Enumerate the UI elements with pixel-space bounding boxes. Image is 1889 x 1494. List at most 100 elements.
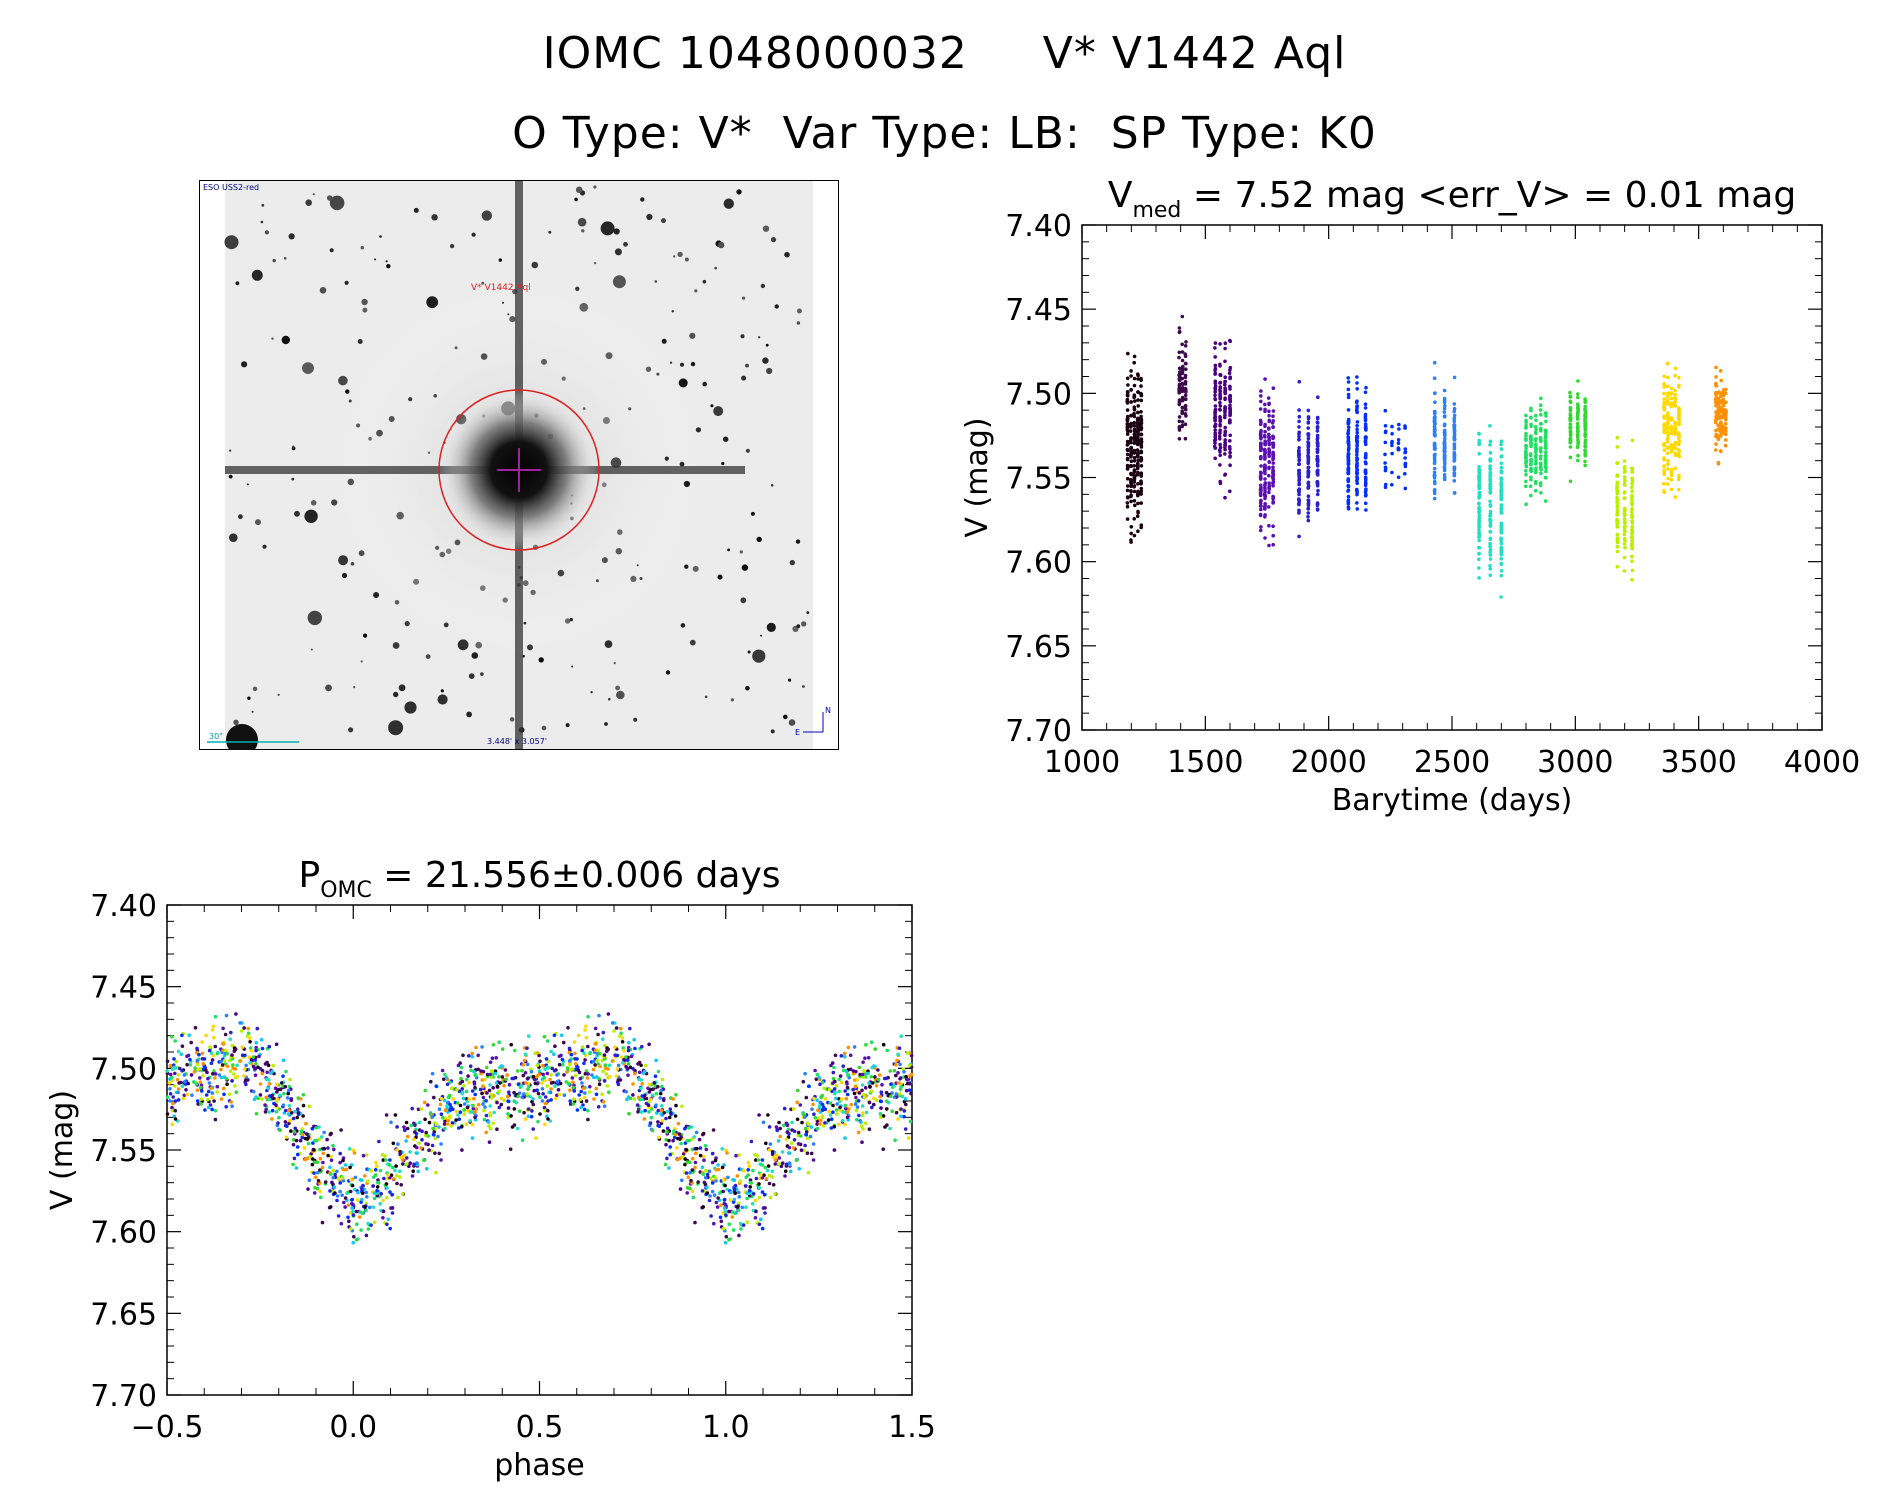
phased-point	[637, 1077, 641, 1081]
phased-point	[363, 1174, 367, 1178]
phased-point	[456, 1113, 460, 1117]
phased-point	[308, 1155, 312, 1159]
phased-point	[553, 1044, 557, 1048]
light-curve-point	[1583, 412, 1588, 417]
phased-point	[204, 1033, 208, 1038]
light-curve-point	[1306, 436, 1311, 441]
phased-point	[693, 1165, 697, 1170]
y-tick-label: 7.60	[1005, 546, 1072, 581]
phased-point	[637, 1070, 642, 1075]
light-curve-point	[1576, 404, 1580, 409]
field-star	[717, 574, 723, 580]
phased-point	[488, 1113, 493, 1118]
phased-point	[716, 1196, 720, 1200]
phased-point	[301, 1103, 306, 1108]
x-axis-label: phase	[494, 1448, 585, 1483]
light-curve-point	[1346, 376, 1350, 380]
phased-point	[331, 1143, 335, 1148]
light-curve-point	[1539, 471, 1543, 476]
light-curve-point	[1271, 435, 1275, 440]
phased-point	[846, 1045, 851, 1050]
light-curve-point	[1129, 489, 1133, 494]
phased-point	[727, 1209, 731, 1214]
field-star	[760, 634, 763, 637]
phased-point	[242, 1074, 246, 1078]
light-curve-point	[1218, 445, 1223, 450]
field-star	[671, 310, 674, 313]
light-curve-point	[1488, 451, 1493, 455]
light-curve-point	[1346, 408, 1351, 412]
light-curve-point	[1615, 506, 1620, 511]
light-curve-point	[1223, 396, 1227, 401]
light-curve-point	[1583, 407, 1587, 412]
x-tick-label: 0.5	[516, 1410, 564, 1445]
phased-point	[701, 1172, 706, 1176]
phased-point	[459, 1065, 464, 1070]
phased-point	[332, 1147, 336, 1152]
phased-point	[678, 1187, 683, 1191]
phased-point	[365, 1195, 369, 1199]
phased-point	[811, 1142, 816, 1146]
phased-point	[506, 1106, 511, 1110]
light-curve-point	[1432, 443, 1437, 447]
field-star	[425, 654, 431, 659]
phased-point	[408, 1150, 412, 1154]
light-curve-point	[1177, 437, 1182, 441]
phased-point	[567, 1046, 572, 1051]
phased-point	[688, 1186, 692, 1191]
phased-point	[904, 1088, 909, 1093]
light-curve-point	[1136, 511, 1140, 515]
light-curve-point	[1533, 488, 1538, 493]
phased-point	[410, 1174, 415, 1178]
y-tick-label: 7.50	[1005, 377, 1072, 412]
phased-point	[545, 1071, 550, 1076]
phased-point	[627, 1111, 631, 1116]
phased-point	[525, 1046, 529, 1050]
phased-point	[903, 1097, 908, 1101]
light-curve-point	[1315, 433, 1320, 438]
phased-point	[632, 1037, 636, 1042]
light-curve-point	[1297, 448, 1301, 453]
phased-point	[460, 1079, 465, 1084]
light-curve-point	[1714, 365, 1718, 370]
light-curve-point	[1184, 414, 1188, 418]
field-star	[739, 550, 743, 554]
light-curve-point	[1528, 484, 1533, 489]
phased-point	[171, 1095, 175, 1099]
light-curve-point	[1677, 439, 1682, 444]
light-curve-point	[1724, 416, 1728, 421]
light-curve-point	[1346, 498, 1351, 502]
phased-point	[264, 1095, 269, 1100]
light-curve-point	[1477, 551, 1481, 556]
phased-point	[462, 1108, 467, 1112]
light-curve-point	[1403, 447, 1408, 451]
phased-point	[620, 1055, 624, 1059]
phased-point	[189, 1073, 194, 1077]
light-curve-point	[1355, 452, 1359, 457]
field-star	[795, 539, 801, 544]
phased-point	[548, 1077, 552, 1082]
phased-point	[448, 1102, 452, 1107]
phased-point	[568, 1088, 572, 1092]
light-curve-chart: 1000 1500 2000 2500 3000 3500 40007.407.457.50…	[960, 175, 1860, 818]
light-curve-point	[1177, 377, 1182, 382]
phased-point	[855, 1105, 860, 1109]
phased-point	[868, 1084, 872, 1089]
x-tick-label: −0.5	[131, 1410, 204, 1445]
phased-point	[251, 1055, 256, 1059]
phased-point	[285, 1096, 290, 1100]
phased-point	[803, 1071, 807, 1076]
light-curve-point	[1315, 447, 1320, 452]
light-curve-point	[1544, 469, 1548, 474]
phased-point	[512, 1099, 516, 1103]
light-curve-point	[1529, 422, 1533, 427]
phased-point	[517, 1109, 522, 1113]
phased-point	[467, 1080, 471, 1085]
light-curve-point	[1267, 543, 1271, 548]
light-curve-point	[1630, 515, 1634, 519]
phased-point	[713, 1176, 717, 1180]
phased-point	[686, 1126, 691, 1130]
phased-point	[286, 1112, 291, 1116]
phased-point	[467, 1054, 471, 1058]
phased-point	[509, 1114, 513, 1118]
